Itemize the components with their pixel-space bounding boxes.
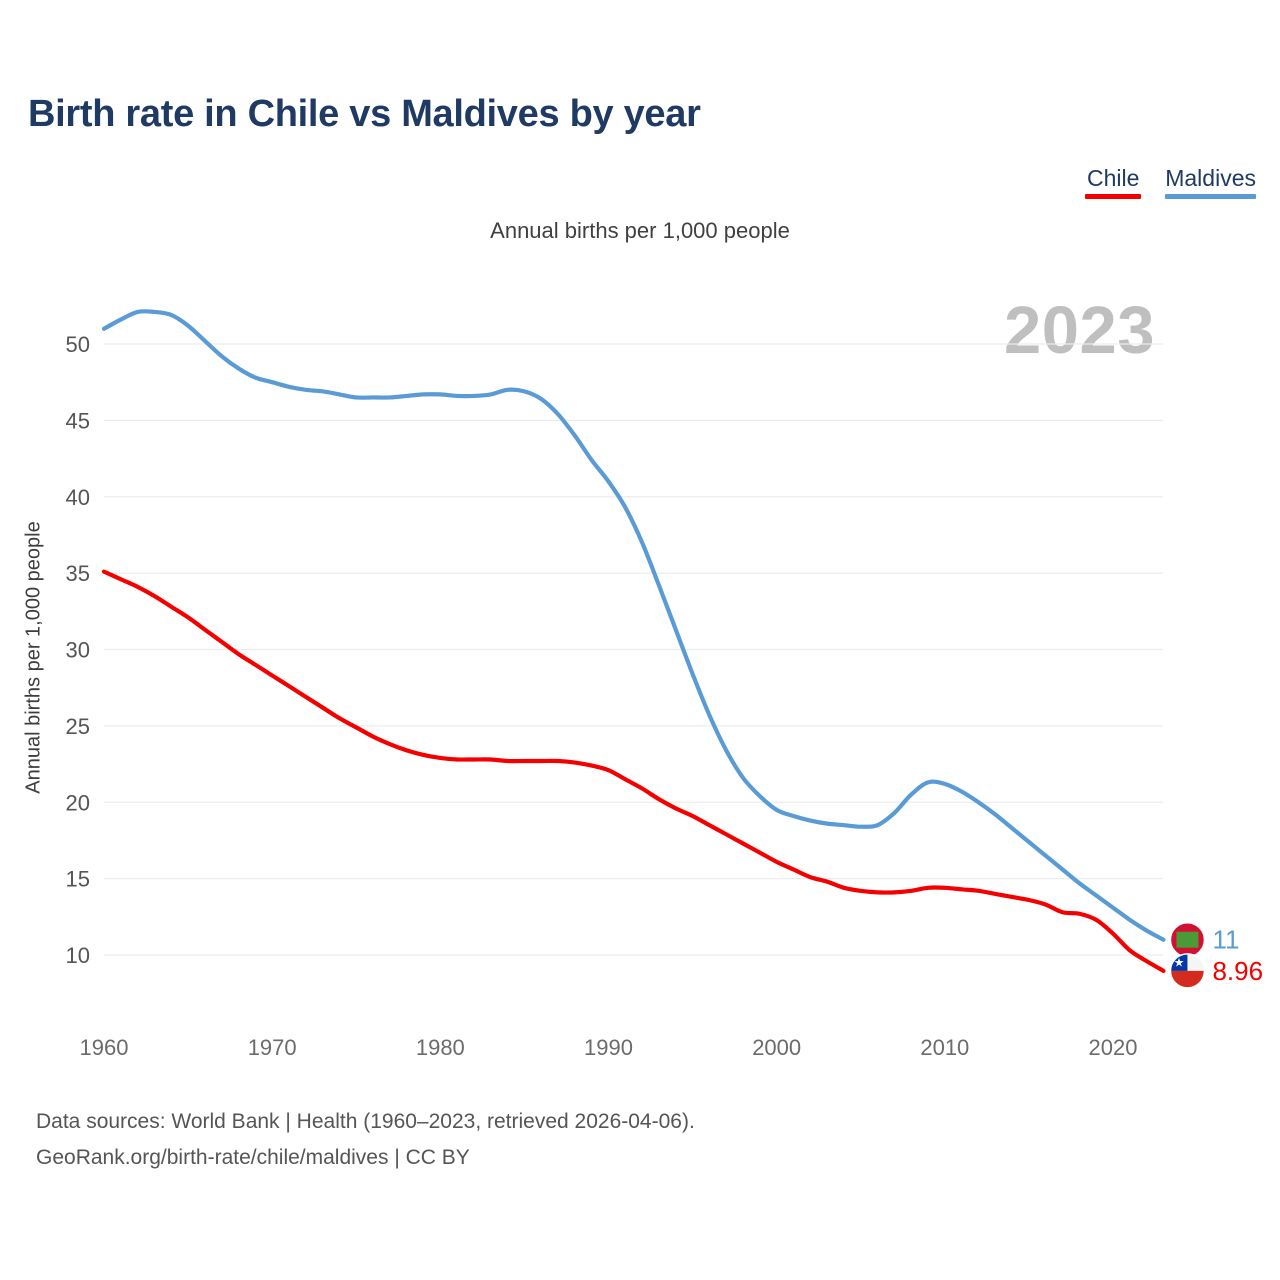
legend-item-chile[interactable]: Chile: [1085, 165, 1142, 199]
svg-text:★: ★: [1174, 955, 1185, 969]
gridlines-group: [104, 343, 1163, 956]
x-tick-label: 1980: [416, 1035, 465, 1060]
endpoint-value-chile: 8.96: [1212, 956, 1263, 986]
endpoint-markers-group: 11 ★ 8.96: [1169, 921, 1263, 989]
series-line-maldives: [101, 309, 1166, 942]
chart-subtitle: Annual births per 1,000 people: [490, 218, 790, 243]
footer-line-sources: Data sources: World Bank | Health (1960–…: [36, 1110, 695, 1133]
maldives-flag: [1170, 922, 1205, 957]
legend-label-maldives: Maldives: [1165, 165, 1256, 191]
footer-credits: Data sources: World Bank | Health (1960–…: [36, 1104, 695, 1176]
y-tick-label: 35: [66, 561, 90, 586]
y-tick-label: 25: [66, 714, 90, 739]
chile-flag: ★: [1170, 953, 1205, 988]
y-tick-label: 10: [66, 943, 90, 968]
legend-swatch-chile: [1085, 194, 1142, 199]
y-tick-labels-group: 10 15 20 25 30 35 40 45 50: [66, 332, 90, 968]
chile-flag-ring: [1169, 953, 1206, 989]
y-tick-label: 40: [66, 485, 90, 510]
x-tick-label: 1990: [584, 1035, 633, 1060]
footer-line-url: GeoRank.org/birth-rate/chile/maldives | …: [36, 1146, 470, 1169]
y-tick-label: 15: [66, 867, 90, 892]
legend-item-maldives[interactable]: Maldives: [1165, 165, 1256, 199]
chart-legend: Chile Maldives: [1085, 165, 1256, 199]
y-tick-label: 45: [66, 408, 90, 433]
legend-swatch-maldives: [1165, 194, 1256, 199]
legend-label-chile: Chile: [1087, 165, 1140, 191]
x-tick-label: 1970: [248, 1035, 297, 1060]
series-lines-group: [101, 309, 1166, 973]
endpoint-value-maldives: 11: [1212, 925, 1239, 955]
x-tick-label: 2020: [1089, 1035, 1138, 1060]
page-title: Birth rate in Chile vs Maldives by year: [28, 93, 701, 135]
y-tick-label: 30: [66, 638, 90, 663]
x-tick-labels-group: 1960 1970 1980 1990 2000 2010 2020: [80, 1035, 1138, 1060]
x-tick-label: 1960: [80, 1035, 129, 1060]
series-line-chile: [101, 569, 1166, 973]
x-tick-label: 2000: [752, 1035, 801, 1060]
y-tick-label: 50: [66, 332, 90, 357]
x-tick-label: 2010: [920, 1035, 969, 1060]
y-tick-label: 20: [66, 790, 90, 815]
